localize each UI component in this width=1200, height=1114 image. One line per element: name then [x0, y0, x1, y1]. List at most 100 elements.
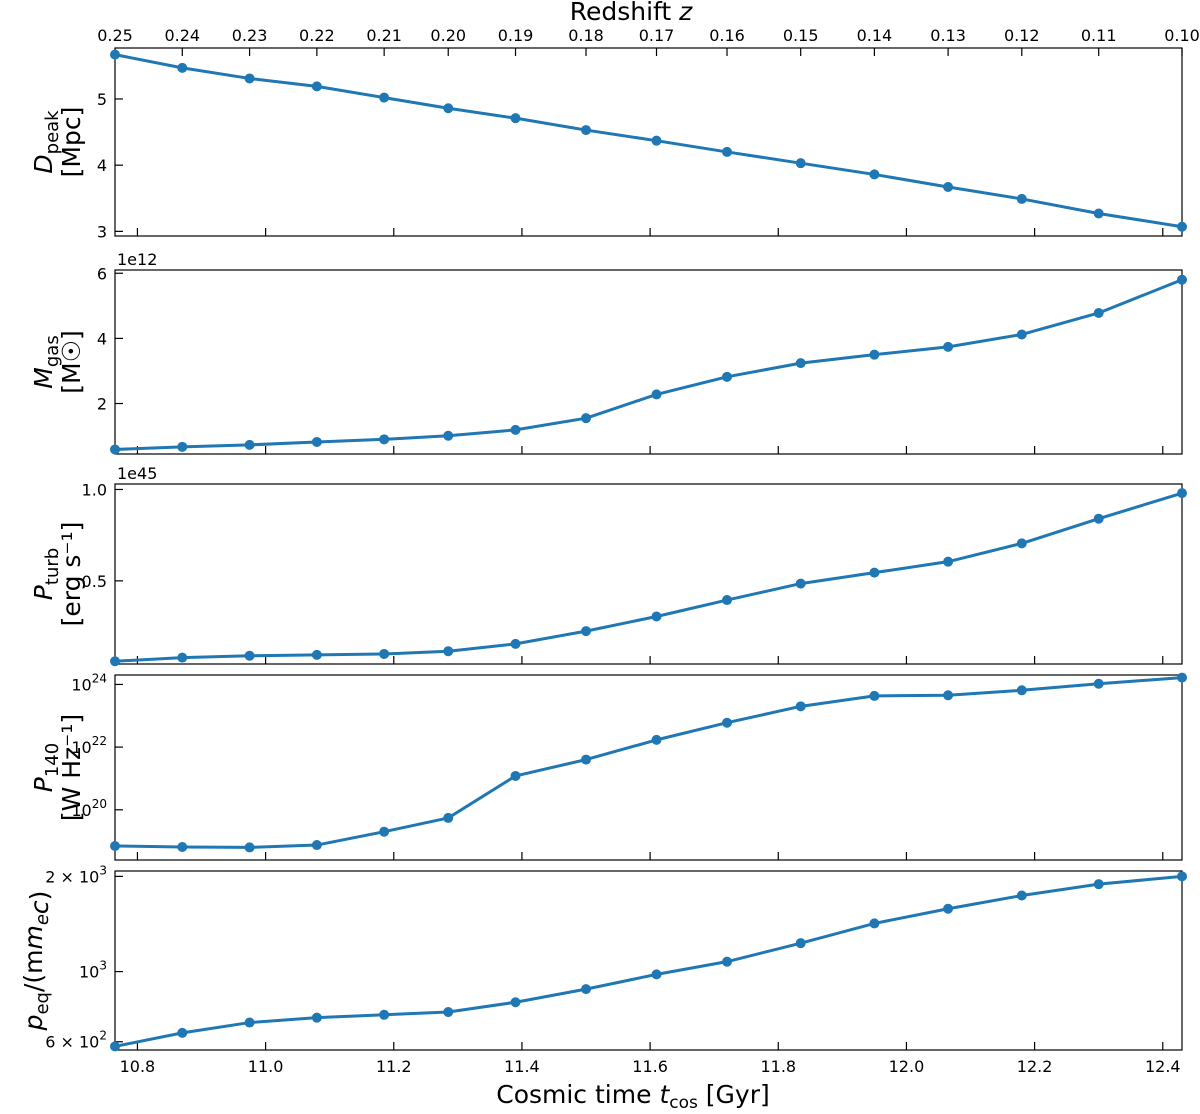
data-point	[443, 430, 454, 441]
data-point	[379, 434, 390, 445]
data-point	[379, 92, 390, 103]
top-tick-label: 0.16	[709, 26, 745, 45]
x-tick-label: 12.0	[889, 1057, 925, 1076]
data-point	[722, 717, 733, 728]
data-point	[510, 113, 521, 124]
data-point	[1093, 307, 1104, 318]
x-tick-label: 12.4	[1145, 1057, 1181, 1076]
data-point	[869, 567, 880, 578]
data-point	[1016, 685, 1027, 696]
panel-frame	[114, 870, 1183, 1051]
data-point	[443, 1007, 454, 1018]
svg-text:[erg s⁻¹]: [erg s⁻¹]	[57, 522, 86, 627]
top-tick-label: 0.23	[232, 26, 268, 45]
x-tick-label: 11.6	[632, 1057, 668, 1076]
top-tick-label: 0.11	[1081, 26, 1117, 45]
top-redshift-axis: 0.25 0.24 0.23 0.22 0.21 0.20 0.19 0.18 0.17 0.16…	[97, 26, 1200, 56]
data-point	[1016, 890, 1027, 901]
offset-label: 1e45	[117, 464, 157, 483]
data-point	[651, 389, 662, 400]
x-tick-label: 11.2	[376, 1057, 412, 1076]
data-point	[943, 341, 954, 352]
top-tick-label: 0.21	[366, 26, 402, 45]
data-point	[722, 146, 733, 157]
data-point	[943, 182, 954, 193]
y-axis-label: Pturb[erg s⁻¹]	[29, 522, 86, 627]
offset-label: 1e12	[117, 250, 157, 269]
data-point	[311, 649, 322, 660]
data-point	[379, 648, 390, 659]
data-point	[379, 826, 390, 837]
top-tick-label: 0.25	[97, 26, 133, 45]
panel-frame	[114, 269, 1183, 455]
x-axis-label: Cosmic time tcos [Gyr]	[496, 1080, 770, 1113]
data-point	[943, 690, 954, 701]
data-point	[651, 969, 662, 980]
top-tick-label: 0.19	[498, 26, 534, 45]
top-tick-label: 0.24	[164, 26, 200, 45]
data-point	[722, 956, 733, 967]
data-point	[869, 690, 880, 701]
data-point	[1177, 488, 1187, 499]
x-tick-label: 12.2	[1017, 1057, 1053, 1076]
y-tick-label: 0.5	[82, 572, 107, 591]
top-tick-label: 0.20	[430, 26, 466, 45]
series-line	[114, 491, 1183, 663]
data-point	[943, 556, 954, 567]
data-point	[581, 413, 592, 424]
y-tick-label: 6 × 102	[45, 1029, 107, 1052]
data-point	[177, 841, 188, 852]
data-point	[1177, 274, 1187, 285]
panel-frame	[114, 483, 1183, 665]
top-tick-label: 0.14	[857, 26, 893, 45]
data-point	[581, 754, 592, 765]
data-point	[1093, 879, 1104, 890]
data-point	[795, 938, 806, 949]
data-point	[581, 626, 592, 637]
x-tick-label: 11.4	[504, 1057, 540, 1076]
data-point	[244, 1017, 255, 1028]
y-tick-label: 2	[97, 395, 107, 414]
data-point	[379, 1009, 390, 1020]
data-point	[244, 650, 255, 661]
y-tick-label: 1022	[71, 734, 107, 757]
y-tick-label: 4	[97, 329, 107, 348]
data-point	[110, 656, 120, 667]
data-point	[869, 349, 880, 360]
y-tick-label: 1.0	[82, 480, 107, 499]
svg-text:[Mpc]: [Mpc]	[57, 107, 86, 178]
svg-text:[W Hz⁻¹]: [W Hz⁻¹]	[57, 714, 86, 821]
data-point	[1016, 329, 1027, 340]
y-tick-label: 4	[97, 156, 107, 175]
panel-peq: 6 × 102 103 2 × 103 peq/(mmec)	[19, 863, 1187, 1052]
y-tick-label: 1024	[71, 671, 107, 694]
data-point	[1093, 678, 1104, 689]
data-point	[110, 840, 120, 851]
data-point	[510, 997, 521, 1008]
data-point	[110, 49, 120, 60]
top-tick-label: 0.18	[568, 26, 604, 45]
data-point	[510, 638, 521, 649]
data-point	[1177, 672, 1187, 683]
series-line	[114, 676, 1183, 849]
svg-text:Mgas: Mgas	[29, 335, 63, 388]
data-point	[443, 812, 454, 823]
y-tick-label: 3	[97, 222, 107, 241]
data-point	[177, 62, 188, 73]
series-line	[114, 278, 1183, 451]
top-tick-label: 0.13	[930, 26, 966, 45]
data-point	[1016, 538, 1027, 549]
top-axis-label: Redshift z	[570, 0, 693, 26]
panel-pturb: 0.5 1.0 1e45 Pturb[erg s⁻¹]	[29, 464, 1187, 667]
data-point	[651, 611, 662, 622]
data-point	[722, 371, 733, 382]
panel-frame	[114, 674, 1183, 861]
svg-text:[M☉]: [M☉]	[57, 330, 86, 394]
data-point	[244, 73, 255, 84]
data-point	[722, 595, 733, 606]
data-point	[1016, 193, 1027, 204]
data-point	[651, 734, 662, 745]
series-line	[114, 53, 1183, 229]
x-tick-label: 10.8	[120, 1057, 156, 1076]
